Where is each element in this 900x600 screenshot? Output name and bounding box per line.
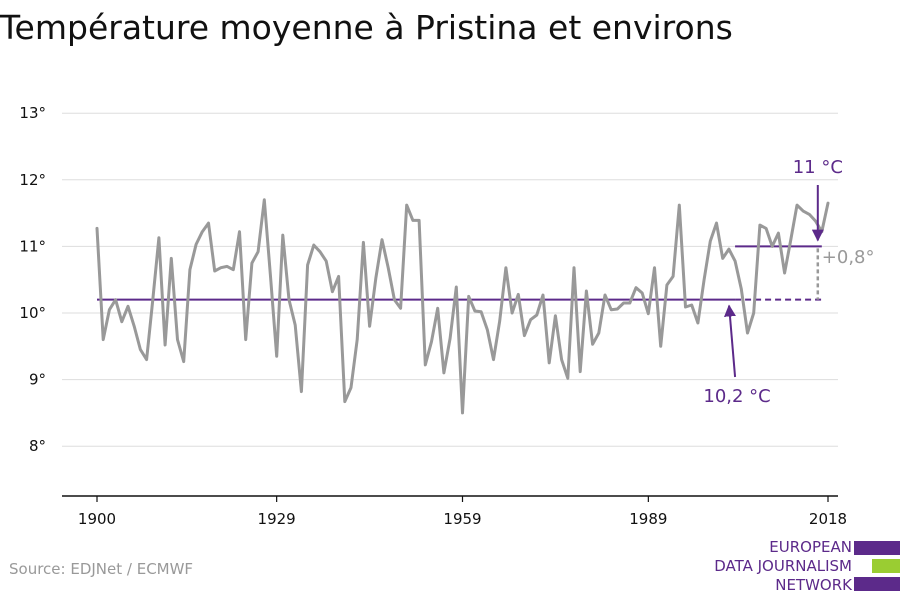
- logo-bar-purple-bottom: [854, 577, 900, 591]
- difference-label: +0,8°: [822, 247, 875, 268]
- old-mean-arrow: [724, 304, 737, 378]
- y-tick-label-10: 10°: [19, 304, 46, 322]
- x-tick-label-1929: 1929: [258, 510, 296, 528]
- logo-bar-purple-top: [854, 541, 900, 555]
- recent-mean-label: 11 °C: [793, 157, 843, 178]
- x-axis: 1900 1929 1959 1989 2018: [62, 495, 847, 528]
- logo-bar-green: [872, 559, 900, 573]
- y-tick-label-11: 11°: [19, 237, 46, 255]
- y-tick-label-12: 12°: [19, 171, 46, 189]
- logo-line-european: EUROPEAN: [769, 538, 852, 556]
- logo-line-data-journalism: DATA JOURNALISM: [714, 557, 852, 575]
- gridlines: 8° 9° 10° 11° 12° 13°: [19, 104, 838, 455]
- y-tick-label-8: 8°: [29, 437, 46, 455]
- chart-title: Température moyenne à Pristina et enviro…: [0, 8, 733, 47]
- x-tick-label-1959: 1959: [443, 510, 481, 528]
- logo-line-network: NETWORK: [775, 576, 852, 594]
- source-note: Source: EDJNet / ECMWF: [9, 560, 194, 578]
- x-tick-label-2018: 2018: [809, 510, 847, 528]
- series-line-0: [95, 198, 830, 415]
- series-layer: [95, 198, 830, 415]
- old-mean-label: 10,2 °C: [703, 386, 770, 407]
- x-tick-label-1989: 1989: [629, 510, 667, 528]
- reference-lines: [97, 245, 822, 301]
- y-tick-label-13: 13°: [19, 104, 46, 122]
- x-tick-label-1900: 1900: [78, 510, 116, 528]
- edjnet-logo: EUROPEAN DATA JOURNALISM NETWORK: [700, 538, 900, 598]
- annotations: 11 °C 10,2 °C +0,8°: [703, 157, 874, 407]
- y-tick-label-9: 9°: [29, 371, 46, 389]
